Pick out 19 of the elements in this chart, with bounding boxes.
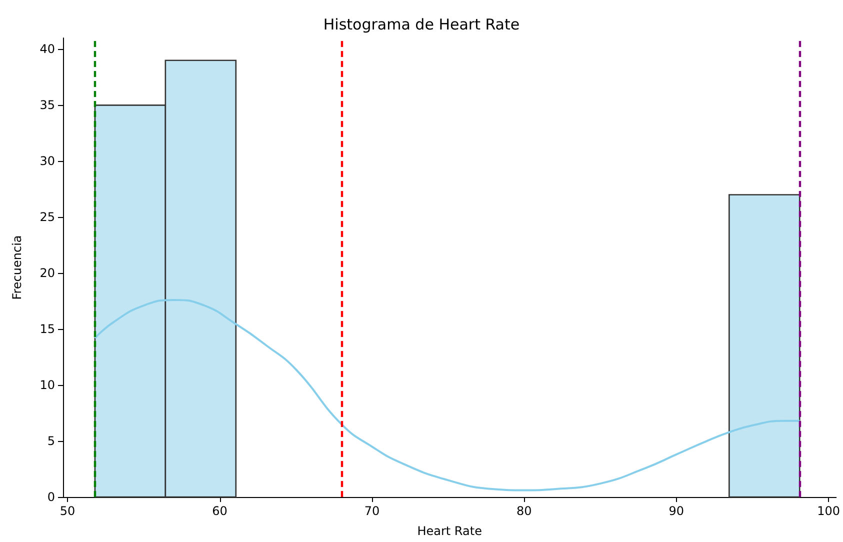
y-tick-label: 5 [47, 434, 55, 448]
y-tick-label: 35 [40, 98, 55, 112]
x-tick-label: 50 [60, 504, 76, 518]
line-series [94, 298, 801, 492]
chart-title: Histograma de Heart Rate [323, 16, 520, 34]
y-axis-title: Frecuencia [10, 235, 24, 300]
x-tick-label: 90 [668, 504, 684, 518]
y-tick-label: 30 [40, 154, 55, 168]
y-tick-label: 0 [47, 490, 55, 504]
y-tick-label: 10 [40, 378, 55, 392]
x-tick-label: 80 [516, 504, 532, 518]
y-tick-label: 40 [40, 42, 55, 56]
x-tick-label: 60 [212, 504, 228, 518]
y-tick-label: 15 [40, 322, 55, 336]
y-tick-label: 25 [40, 210, 55, 224]
y-tick-label: 20 [40, 266, 55, 280]
x-tick-label: 100 [817, 504, 840, 518]
x-tick-label: 70 [364, 504, 380, 518]
x-axis-title: Heart Rate [417, 524, 482, 538]
